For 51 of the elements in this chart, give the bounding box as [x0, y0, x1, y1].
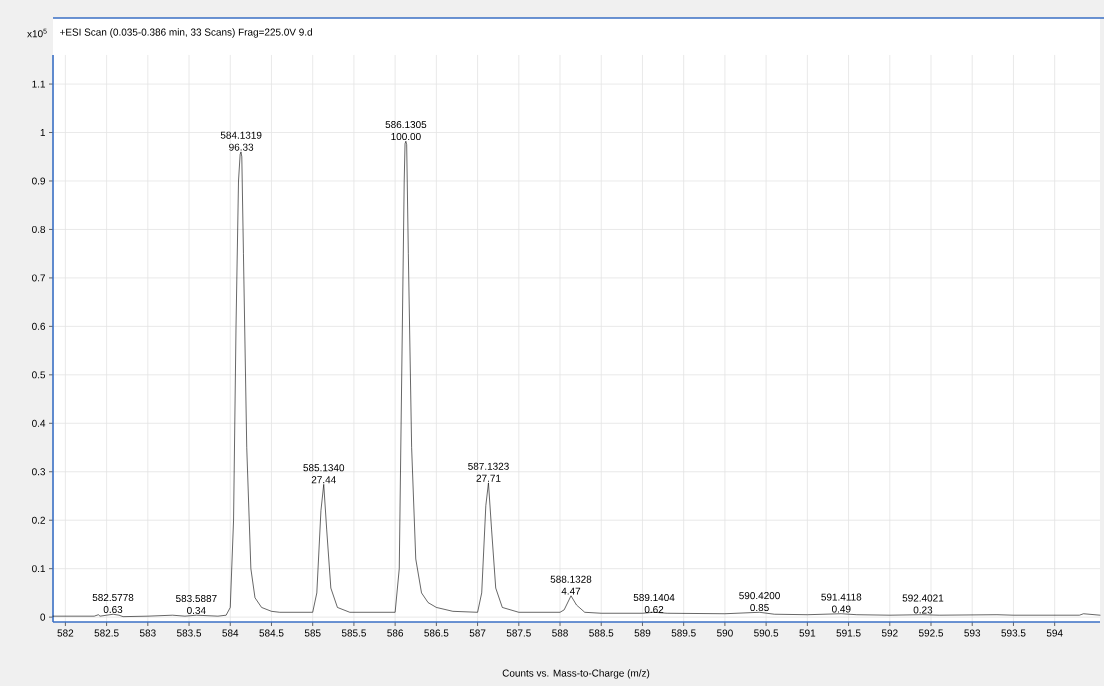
annotation: 585.1340 27.44 — [303, 464, 345, 484]
y-tick-label: 0.8 — [32, 225, 46, 233]
annotation: 590.4200 0.85 — [739, 592, 780, 612]
y-tick-label: 0.1 — [32, 565, 46, 573]
x-tick-label: 591.5 — [836, 629, 861, 637]
x-tick-label: 582 — [57, 629, 74, 637]
y-tick-label: 0.5 — [32, 371, 46, 379]
x-tick-label: 583.5 — [176, 629, 202, 637]
x-tick-label: 589 — [634, 629, 651, 637]
chart-title: +ESI Scan (0.035-0.386 min, 33 Scans) Frag=225.0V 9.d — [60, 28, 312, 38]
y-tick-label: 0.7 — [32, 274, 45, 282]
annotation: 591.4118 0.49 — [821, 593, 862, 613]
x-tick-label: 584.5 — [259, 629, 284, 637]
x-axis-title: Counts vs. Mass-to-Charge (m/z) — [502, 669, 650, 679]
x-tick-label: 588.5 — [589, 629, 614, 637]
x-tick-label: 591 — [799, 629, 816, 637]
x-tick-label: 585.5 — [341, 629, 366, 637]
x-tick-label: 586.5 — [424, 629, 449, 637]
x-tick-label: 584 — [222, 629, 239, 637]
x-tick-label: 592.5 — [918, 629, 944, 637]
x-tick-label: 586 — [387, 629, 404, 637]
annotation: 589.1404 0.62 — [633, 594, 675, 614]
y-tick-label: 0.6 — [32, 322, 46, 330]
y-tick-label: 0 — [40, 613, 46, 621]
annotation: 592.4021 0.23 — [902, 594, 944, 614]
x-tick-label: 593.5 — [1001, 629, 1026, 637]
x-tick-label: 587.5 — [506, 629, 531, 637]
annotation: 588.1328 4.47 — [550, 575, 592, 595]
y-tick-label: 0.2 — [32, 516, 45, 524]
x-tick-label: 590 — [717, 629, 733, 637]
x-tick-label: 588 — [552, 629, 568, 637]
y-tick-label: 1.1 — [32, 80, 46, 88]
y-tick-label: 1 — [40, 129, 46, 136]
x-tick-label: 582.5 — [94, 629, 119, 637]
y-tick-label: 0.4 — [32, 419, 46, 427]
x-tick-label: 590.5 — [754, 629, 779, 637]
annotation: 586.1305 100.00 — [385, 121, 427, 141]
x-tick-label: 592 — [881, 629, 898, 637]
annotation: 584.1319 96.33 — [220, 131, 262, 151]
annotation: 587.1323 27.71 — [468, 462, 509, 482]
x-tick-label: 594 — [1046, 629, 1063, 637]
annotation: 583.5887 0.34 — [175, 594, 217, 614]
y-tick-label: 0.9 — [32, 177, 46, 185]
x-tick-label: 593 — [964, 629, 981, 637]
y-tick-label: 0.3 — [32, 468, 46, 476]
annotation: 582.5778 0.63 — [92, 594, 134, 614]
x-tick-label: 583 — [139, 629, 156, 637]
x-tick-label: 587 — [469, 629, 486, 637]
y-axis-title: x10$^{5}$ — [27, 28, 47, 38]
x-tick-label: 589.5 — [671, 629, 696, 637]
x-tick-label: 585 — [304, 629, 321, 637]
